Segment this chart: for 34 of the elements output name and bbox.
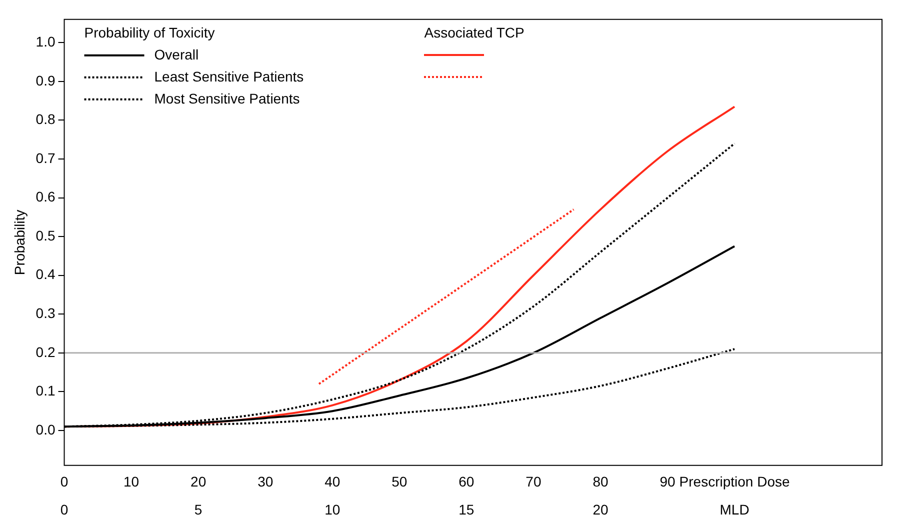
y-tick-label: 0.2 — [36, 344, 56, 360]
legend-label: Overall — [154, 46, 199, 62]
x-tick-label: 20 — [190, 474, 206, 490]
x-tick-label: 30 — [258, 474, 274, 490]
x-tick-label: 10 — [124, 474, 140, 490]
x2-axis-title: MLD — [720, 501, 750, 518]
x-tick-label: 80 — [592, 474, 608, 490]
y-tick-label: 0.5 — [36, 227, 56, 244]
legend-label: Least Sensitive Patients — [154, 68, 304, 84]
x-tick-label: 90 — [660, 474, 676, 490]
x-tick-label: 70 — [526, 474, 542, 490]
y-tick-label: 0.4 — [36, 266, 56, 282]
x2-tick-label: 10 — [324, 501, 340, 518]
annotation: Associated TCP — [424, 24, 524, 40]
y-tick-label: 0.7 — [36, 150, 56, 166]
x2-tick-label: 5 — [194, 501, 202, 518]
y-tick-label: 0.8 — [36, 111, 56, 128]
y-tick-label: 0.3 — [36, 305, 56, 322]
x-axis-title: Prescription Dose — [679, 474, 790, 490]
y-tick-label: 0.6 — [36, 188, 56, 205]
y-tick-label: 0.9 — [36, 72, 56, 88]
x-tick-label: 50 — [392, 474, 408, 490]
x2-tick-label: 15 — [458, 501, 474, 518]
y-tick-label: 1.0 — [36, 34, 56, 50]
x-tick-label: 60 — [458, 474, 474, 490]
y-tick-label: 0.0 — [36, 421, 56, 438]
y-axis-title: Probability — [11, 210, 28, 276]
x-tick-label: 40 — [324, 474, 340, 490]
x-tick-label: 0 — [60, 474, 68, 490]
y-tick-label: 0.1 — [36, 382, 56, 399]
legend-title: Probability of Toxicity — [84, 24, 215, 40]
legend-label: Most Sensitive Patients — [154, 90, 300, 106]
x2-tick-label: 20 — [592, 501, 608, 518]
x2-tick-label: 0 — [60, 501, 68, 518]
